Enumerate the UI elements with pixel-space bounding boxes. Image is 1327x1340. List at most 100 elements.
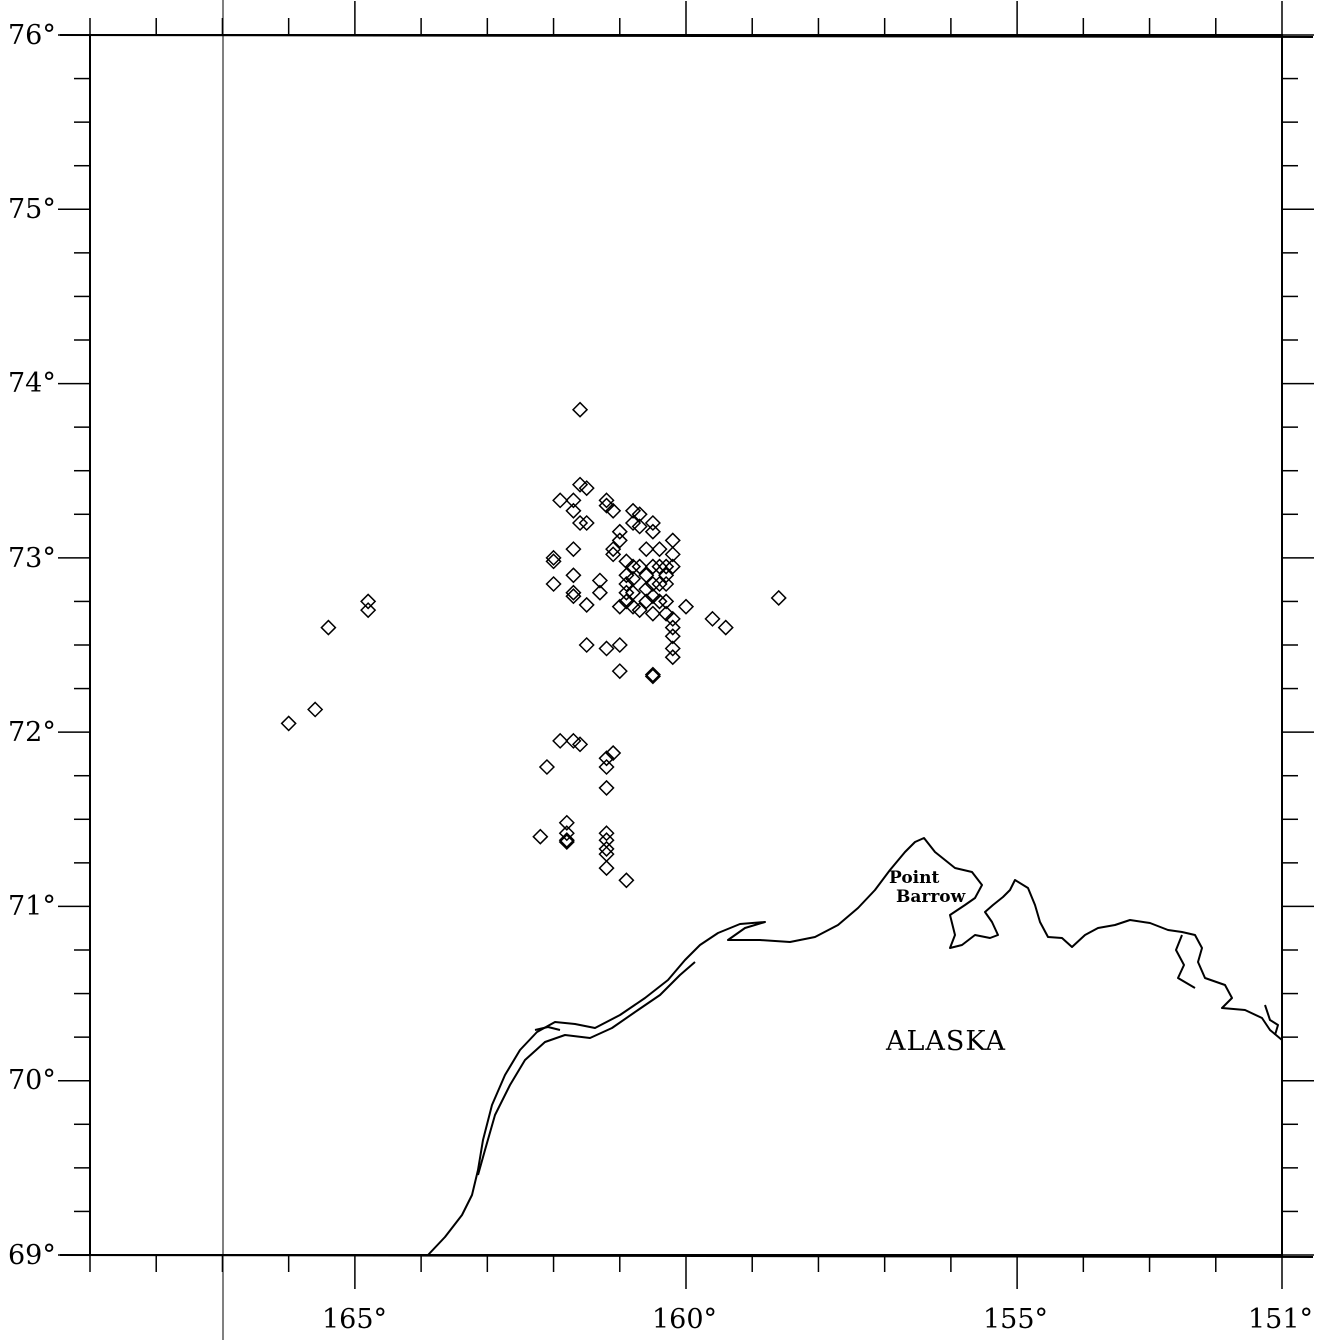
coastline [427, 837, 1283, 1256]
diamond-marker [664, 546, 681, 563]
diamond-marker [611, 663, 628, 680]
diamond-marker [320, 619, 337, 636]
diamond-marker [618, 584, 635, 601]
lat-label-74: 74° [8, 368, 56, 399]
diamond-marker [545, 553, 562, 570]
diamond-marker [651, 575, 668, 593]
lat-label-75: 75° [8, 194, 56, 225]
diamond-marker [717, 619, 734, 636]
diamond-marker [558, 833, 575, 851]
latitude-labels: 76° 75° 74° 73° 72° 71° 70° 69° [8, 20, 56, 1271]
lat-label-71: 71° [8, 891, 56, 922]
diamond-marker [664, 649, 681, 666]
diamond-marker [644, 514, 661, 532]
diamond-marker [565, 567, 582, 584]
diamond-marker [611, 523, 628, 540]
diamond-marker [591, 572, 608, 589]
barrier-island-1 [534, 1026, 561, 1031]
diamond-marker [565, 502, 582, 519]
diamond-marker [565, 584, 582, 601]
diamond-marker [658, 575, 675, 593]
diamond-marker [664, 619, 681, 636]
diamond-marker [307, 701, 324, 718]
diamond-marker [545, 575, 562, 593]
diamond-marker [664, 532, 681, 549]
diamond-marker [664, 640, 681, 657]
coastline-main [427, 837, 1283, 1256]
diamond-marker [578, 596, 595, 613]
diamond-marker [664, 610, 681, 627]
frame-top-rule [59, 34, 1314, 38]
diamond-marker [571, 401, 589, 418]
diamond-marker [611, 532, 628, 549]
diamond-marker [552, 492, 569, 509]
alaska-label: ALASKA [885, 1026, 1006, 1057]
diamond-marker [578, 480, 595, 497]
diamond-marker [552, 732, 569, 749]
diamond-marker [644, 668, 661, 685]
observation-markers [280, 401, 787, 889]
coastline-detail-2 [1264, 1004, 1279, 1036]
diamond-marker [558, 814, 575, 831]
lon-label-151: 151° [1248, 1304, 1313, 1335]
diamond-marker [598, 492, 615, 509]
diamond-marker [578, 636, 595, 654]
diamond-marker [638, 541, 655, 558]
diamond-marker [631, 506, 648, 523]
diamond-marker [644, 605, 661, 622]
diamond-marker [598, 825, 615, 842]
diamond-marker [618, 593, 635, 610]
lon-label-155: 155° [983, 1304, 1048, 1335]
diamond-marker [704, 610, 721, 627]
point-barrow-label-line2: Barrow [896, 887, 966, 907]
diamond-marker [605, 744, 622, 762]
diamond-marker [644, 666, 661, 683]
diamond-marker [658, 558, 675, 575]
lat-label-73: 73° [8, 543, 56, 574]
diamond-marker [565, 588, 582, 605]
lat-label-72: 72° [8, 717, 56, 748]
diamond-marker [677, 598, 695, 615]
diamond-marker [651, 593, 668, 610]
coastline-inner-lagoon [477, 961, 696, 1176]
diamond-marker [578, 514, 595, 532]
diamond-marker [638, 567, 655, 584]
diamond-marker [558, 832, 575, 849]
diamond-marker [280, 715, 297, 732]
lat-label-70: 70° [8, 1065, 56, 1096]
diamond-marker [565, 541, 582, 558]
diamond-marker [598, 840, 615, 857]
diamond-marker [605, 502, 622, 519]
diamond-marker [565, 492, 582, 509]
axis-ticks [58, 1, 1314, 1289]
diamond-marker [598, 497, 615, 514]
lon-label-160: 160° [652, 1304, 717, 1335]
diamond-marker [598, 846, 615, 863]
diamond-marker [658, 567, 675, 584]
diamond-marker [571, 514, 589, 532]
diamond-marker [598, 750, 615, 767]
diamond-marker [651, 541, 668, 558]
diamond-marker [591, 584, 608, 601]
diamond-marker [611, 598, 628, 615]
diamond-marker [532, 828, 549, 845]
diamond-marker [598, 860, 615, 877]
diamond-marker [605, 546, 622, 563]
map-frame [89, 34, 1283, 1256]
lat-label-76: 76° [8, 20, 56, 51]
lat-label-69: 69° [8, 1240, 56, 1271]
coastline-detail-1 [1175, 934, 1196, 989]
diamond-marker [611, 636, 628, 654]
longitude-labels: 165° 160° 155° 151° [322, 1304, 1313, 1335]
diamond-marker [605, 541, 622, 558]
diamond-marker [538, 758, 555, 776]
diamond-marker [631, 518, 648, 535]
diamond-marker [598, 640, 615, 657]
diamond-marker [618, 575, 635, 593]
diamond-marker [664, 558, 681, 575]
diamond-marker [360, 602, 377, 619]
diamond-marker [598, 779, 615, 796]
diamond-marker [644, 558, 661, 575]
diamond-marker [631, 558, 648, 575]
